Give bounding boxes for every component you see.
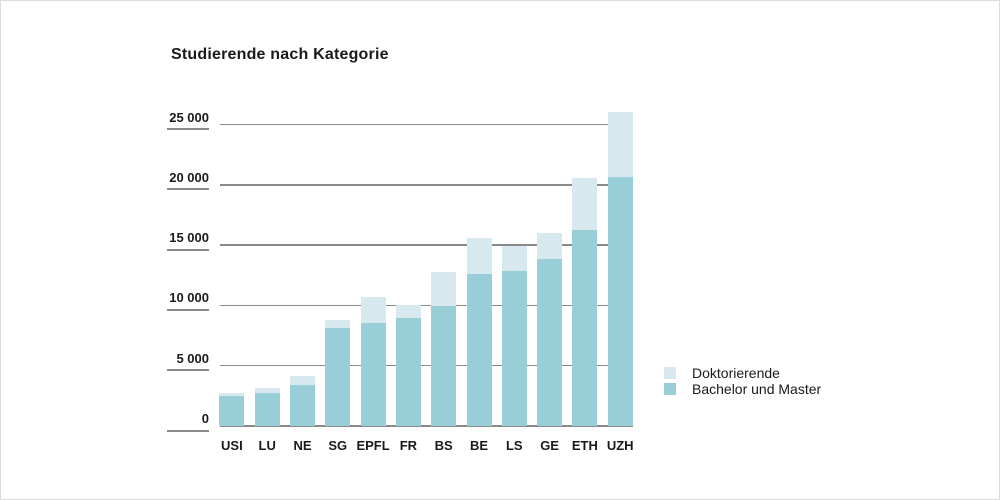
bar-GE bbox=[537, 232, 563, 426]
y-axis-tick-label: 20 000 bbox=[169, 169, 209, 185]
y-axis-tick-underline bbox=[167, 128, 209, 130]
legend-swatch-icon bbox=[664, 367, 676, 379]
x-axis-label-LS: LS bbox=[505, 438, 523, 453]
bar-segment-bachelor-master bbox=[572, 229, 598, 426]
legend: Doktorierende Bachelor und Master bbox=[664, 365, 821, 397]
bar-BE bbox=[466, 238, 492, 426]
legend-item: Bachelor und Master bbox=[664, 381, 821, 397]
gridline-10000 bbox=[220, 304, 633, 307]
x-axis-label-FR: FR bbox=[399, 438, 418, 453]
x-axis-label-LU: LU bbox=[258, 438, 276, 453]
bar-segment-bachelor-master bbox=[325, 328, 351, 426]
bar-USI bbox=[219, 392, 245, 426]
bar-segment-doktorierende bbox=[501, 246, 527, 272]
bar-segment-doktorierende bbox=[290, 376, 315, 385]
gridline-15000 bbox=[220, 244, 633, 246]
bar-segment-doktorierende bbox=[607, 111, 633, 177]
x-axis-label-ETH: ETH bbox=[571, 438, 598, 453]
bar-segment-bachelor-master bbox=[501, 271, 527, 426]
bar-segment-doktorierende bbox=[325, 319, 351, 329]
x-axis-label-SG: SG bbox=[328, 438, 348, 453]
gridline-5000 bbox=[220, 364, 633, 367]
bar-segment-bachelor-master bbox=[219, 396, 245, 426]
x-axis-label-BS: BS bbox=[434, 438, 453, 453]
bar-segment-bachelor-master bbox=[466, 274, 492, 426]
bar-SG bbox=[325, 319, 351, 426]
bar-segment-doktorierende bbox=[219, 392, 245, 397]
x-axis-label-USI: USI bbox=[221, 438, 243, 453]
bar-ETH bbox=[572, 178, 598, 426]
legend-label: Doktorierende bbox=[692, 365, 780, 381]
y-axis-tick-label: 0 bbox=[201, 411, 209, 426]
gridline-25000 bbox=[220, 123, 633, 126]
bar-LU bbox=[254, 387, 280, 426]
gridline-20000 bbox=[220, 184, 633, 186]
y-axis-tick-label: 25 000 bbox=[169, 109, 209, 125]
bar-NE bbox=[290, 376, 315, 426]
bar-segment-doktorierende bbox=[466, 238, 492, 275]
x-axis-label-NE: NE bbox=[293, 438, 312, 453]
bar-segment-bachelor-master bbox=[360, 322, 386, 426]
bar-segment-bachelor-master bbox=[290, 384, 315, 426]
y-axis-tick-label: 5 000 bbox=[176, 350, 209, 366]
y-axis-tick-label: 10 000 bbox=[169, 290, 209, 306]
chart-title: Studierende nach Kategorie bbox=[171, 46, 389, 63]
legend-swatch-icon bbox=[664, 383, 676, 395]
bar-BS bbox=[431, 272, 457, 426]
bar-segment-doktorierende bbox=[431, 272, 457, 307]
bar-LS bbox=[501, 246, 527, 426]
bar-segment-bachelor-master bbox=[254, 393, 280, 426]
bar-UZH bbox=[607, 111, 633, 426]
legend-item: Doktorierende bbox=[664, 365, 821, 381]
y-axis-tick-underline bbox=[167, 248, 209, 251]
y-axis-tick-underline bbox=[167, 369, 209, 372]
bar-segment-doktorierende bbox=[360, 297, 386, 323]
bar-segment-bachelor-master bbox=[607, 176, 633, 426]
x-axis-label-UZH: UZH bbox=[606, 438, 634, 453]
x-axis-label-BE: BE bbox=[469, 438, 489, 453]
bar-segment-bachelor-master bbox=[537, 258, 563, 426]
legend-label: Bachelor und Master bbox=[692, 381, 822, 397]
bar-segment-doktorierende bbox=[395, 304, 421, 318]
x-axis-label-GE: GE bbox=[540, 438, 559, 453]
bar-segment-doktorierende bbox=[537, 232, 563, 259]
bar-EPFL bbox=[360, 297, 386, 426]
y-axis-tick-underline bbox=[167, 429, 209, 432]
y-axis-tick-underline bbox=[167, 308, 209, 311]
y-axis-tick-label: 15 000 bbox=[169, 230, 209, 246]
y-axis-tick-underline bbox=[167, 188, 209, 191]
bar-segment-bachelor-master bbox=[395, 317, 421, 426]
bar-FR bbox=[395, 304, 421, 426]
bar-segment-bachelor-master bbox=[431, 306, 457, 426]
bar-segment-doktorierende bbox=[254, 387, 280, 394]
bar-segment-doktorierende bbox=[572, 178, 598, 230]
x-axis-label-EPFL: EPFL bbox=[356, 438, 390, 453]
gridline-0 bbox=[220, 425, 633, 427]
